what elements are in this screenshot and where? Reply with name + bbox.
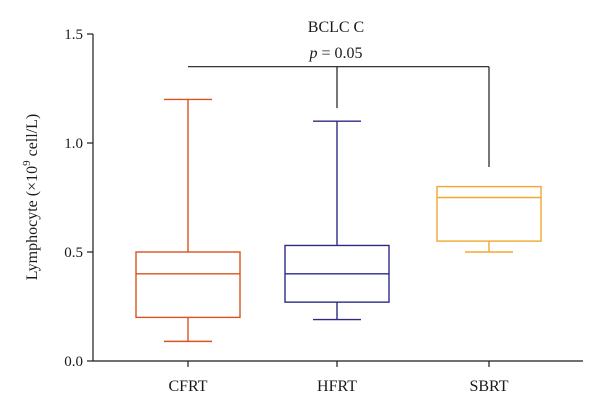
y-tick-label: 0.5: [64, 245, 83, 261]
box-hfrt: [284, 120, 390, 321]
x-tick-label: SBRT: [469, 378, 508, 395]
box-iqr: [436, 185, 542, 242]
y-tick-label: 1.5: [64, 27, 83, 43]
annotation-p-value: p = 0.05: [308, 45, 362, 62]
y-axis-label-exponent: 9: [21, 160, 33, 166]
x-tick-label: HFRT: [317, 378, 357, 395]
y-tick-label: 0.0: [64, 354, 83, 370]
axes: 0.0 0.5 1.0 1.5 CFRT HFRT SBRT: [64, 27, 583, 395]
x-tick-label: CFRT: [168, 378, 207, 395]
y-axis-label: Lymphocyte (×109 cell/L): [21, 114, 41, 280]
box-series: [135, 98, 542, 343]
box-sbrt: [436, 185, 542, 253]
significance-bracket: [188, 66, 490, 167]
annotation-group-label: BCLC C: [308, 19, 364, 36]
y-axis-label-prefix: Lymphocyte (×10: [24, 166, 41, 280]
p-value-text: = 0.05: [317, 45, 362, 62]
y-axis-label-suffix: cell/L): [24, 114, 41, 161]
box-iqr: [135, 251, 241, 319]
p-symbol: p: [308, 45, 317, 62]
y-tick-label: 1.0: [64, 136, 83, 152]
box-cfrt: [135, 98, 241, 343]
